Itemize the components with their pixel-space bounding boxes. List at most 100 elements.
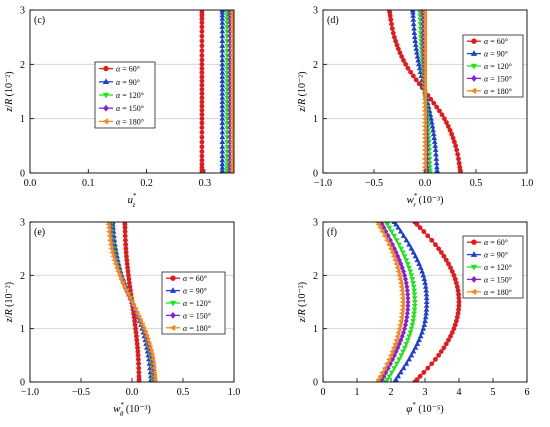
legend-label: α = 180° <box>484 87 512 96</box>
data-point-alpha-60 <box>416 81 422 87</box>
data-point-alpha-90 <box>414 340 421 346</box>
data-point-alpha-90 <box>413 45 420 51</box>
y-axis-label-var: z <box>4 108 15 113</box>
data-point-alpha-180 <box>421 156 427 162</box>
data-point-alpha-180 <box>116 272 122 279</box>
data-point-alpha-60 <box>199 99 205 105</box>
x-tick-label: 5 <box>491 387 496 398</box>
data-point-alpha-60 <box>199 20 205 26</box>
data-point-alpha-150 <box>395 253 401 260</box>
data-point-alpha-180 <box>395 268 401 275</box>
data-point-alpha-90 <box>412 37 419 44</box>
data-point-alpha-90 <box>219 148 226 154</box>
data-point-alpha-180 <box>421 53 427 60</box>
data-point-alpha-180 <box>421 61 427 68</box>
data-point-alpha-180 <box>383 360 390 367</box>
legend-label: α = 60° <box>484 238 508 247</box>
data-point-alpha-60 <box>136 361 141 367</box>
data-point-alpha-60 <box>439 112 445 118</box>
data-point-alpha-90 <box>432 146 439 152</box>
data-point-alpha-90 <box>219 98 226 104</box>
legend-label-value: = 150° <box>488 275 512 284</box>
data-point-alpha-90 <box>422 279 428 285</box>
data-point-alpha-60 <box>425 365 431 371</box>
data-point-alpha-180 <box>119 280 125 286</box>
data-point-alpha-90 <box>423 298 430 304</box>
data-point-alpha-60 <box>199 74 205 80</box>
data-point-alpha-120 <box>388 370 395 376</box>
legend-label-var: α <box>484 62 489 71</box>
data-point-alpha-180 <box>106 228 112 235</box>
y-axis-label-var: z <box>297 318 308 323</box>
x-axis-label-sub: θ <box>120 410 124 418</box>
data-point-alpha-180 <box>105 222 111 225</box>
data-point-alpha-60 <box>199 129 205 135</box>
x-tick-label: −1.0 <box>314 178 332 189</box>
data-point-alpha-60 <box>429 361 435 367</box>
x-axis-label-unit: (10⁻³) <box>416 195 443 206</box>
legend-label-value: = 120° <box>120 91 144 100</box>
legend-label-value: = 180° <box>187 324 211 333</box>
data-point-alpha-180 <box>121 283 127 290</box>
data-point-alpha-90 <box>219 65 226 71</box>
data-point-alpha-120 <box>398 246 405 252</box>
data-point-alpha-180 <box>395 329 401 336</box>
data-point-alpha-120 <box>401 254 408 260</box>
panel-label: (d) <box>327 15 339 26</box>
data-point-alpha-120 <box>391 233 398 239</box>
data-point-alpha-180 <box>399 287 405 294</box>
data-point-alpha-90 <box>393 222 399 227</box>
data-point-alpha-180 <box>141 325 147 332</box>
data-point-alpha-180 <box>421 143 427 149</box>
data-point-alpha-180 <box>421 73 427 79</box>
data-point-alpha-90 <box>400 232 407 238</box>
y-axis-label-unit: (10⁻²) <box>4 282 15 309</box>
data-point-alpha-60 <box>433 356 438 362</box>
data-point-alpha-180 <box>421 111 427 118</box>
data-point-alpha-60 <box>386 10 392 13</box>
data-point-alpha-180 <box>123 287 129 294</box>
x-axis-label-sup: * <box>120 401 124 409</box>
data-point-alpha-90 <box>423 310 429 316</box>
legend-marker <box>471 275 477 283</box>
data-point-alpha-180 <box>421 84 427 91</box>
data-point-alpha-90 <box>411 25 417 31</box>
x-axis-label-sup: * <box>414 192 418 200</box>
data-point-alpha-120 <box>386 374 393 380</box>
data-point-alpha-90 <box>219 77 226 84</box>
data-point-alpha-120 <box>403 258 410 264</box>
data-point-alpha-90 <box>410 348 417 354</box>
data-point-alpha-90 <box>219 47 226 53</box>
data-point-alpha-90 <box>421 276 428 282</box>
data-point-alpha-150 <box>395 344 401 351</box>
data-point-alpha-90 <box>403 360 410 366</box>
y-axis-label-var: R <box>4 99 15 106</box>
y-tick-label: 3 <box>313 218 318 229</box>
data-point-alpha-60 <box>199 10 205 13</box>
data-point-alpha-60 <box>394 42 400 48</box>
y-axis-label-slash: / <box>297 105 308 108</box>
x-tick-label: 0.0 <box>126 387 139 398</box>
data-point-alpha-180 <box>421 65 427 72</box>
chart-panel: −1.0 −0.5 0.0 0.5 1.0 0 1 2 3 (e) z/R (10⁻²) w* θ (1… <box>4 218 240 419</box>
x-tick-label: −0.5 <box>72 387 90 398</box>
x-axis-label: u* z <box>128 192 138 209</box>
data-point-alpha-90 <box>415 57 421 63</box>
data-point-alpha-90 <box>219 119 226 125</box>
data-point-alpha-60 <box>421 370 427 375</box>
data-point-alpha-90 <box>423 291 430 297</box>
data-point-alpha-90 <box>219 52 226 58</box>
panel-label: (f) <box>327 227 337 238</box>
legend-label-value: = 150° <box>187 311 211 320</box>
data-point-alpha-90 <box>219 124 226 130</box>
legend: α = 60°α = 90°α = 120°α = 150°α = 180° <box>94 61 156 129</box>
data-point-alpha-180 <box>399 291 405 298</box>
data-point-alpha-90 <box>219 61 226 67</box>
x-tick-label: 0.2 <box>140 178 153 189</box>
data-point-alpha-60 <box>431 100 437 106</box>
data-point-alpha-90 <box>430 127 436 133</box>
data-point-alpha-60 <box>122 233 128 239</box>
data-point-alpha-180 <box>399 299 405 305</box>
data-point-alpha-180 <box>421 21 427 27</box>
data-point-alpha-60 <box>199 139 205 145</box>
